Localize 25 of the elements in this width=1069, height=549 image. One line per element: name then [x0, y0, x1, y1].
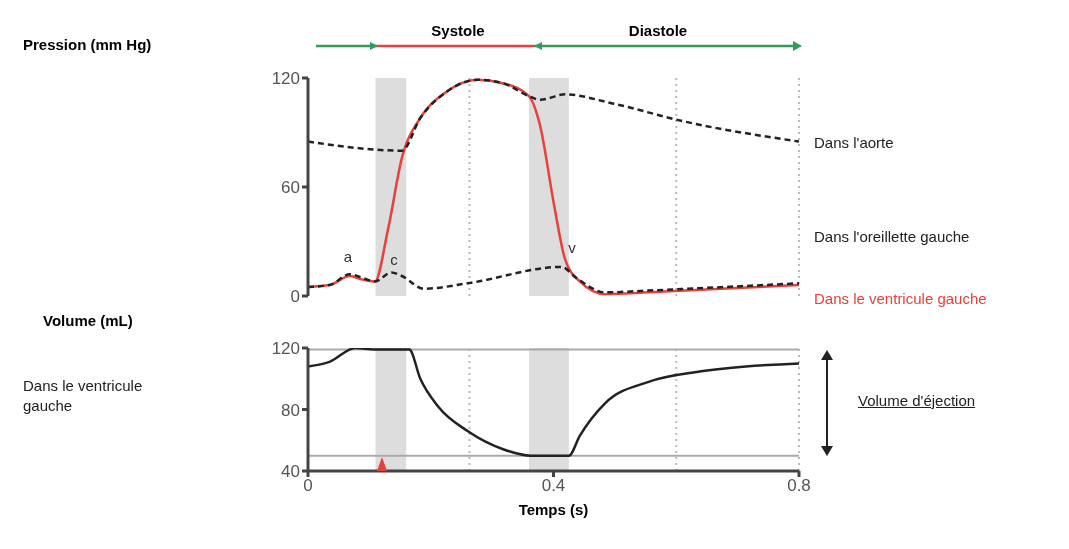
line-series [308, 265, 799, 294]
y-tick-label: 120 [271, 339, 300, 359]
x-axis-title: Temps (s) [517, 501, 590, 518]
y-tick-label: 40 [281, 462, 300, 482]
series-label: Dans le ventricule gauche [814, 289, 988, 309]
y-tick-label: 120 [271, 69, 300, 89]
series-label: Dans l'aorte [814, 132, 895, 153]
x-tick-label: 0 [303, 476, 313, 496]
line-series [308, 348, 799, 457]
text: Dans le ventricule gauche [23, 376, 144, 416]
x-tick-label: 0.4 [541, 476, 566, 496]
annotation: a [342, 247, 354, 265]
annotation: v [567, 238, 577, 256]
text: Systole [430, 22, 486, 39]
line-series [308, 78, 799, 152]
x-tick-label: 0.8 [787, 476, 811, 496]
text: Volume d'éjection [858, 391, 976, 409]
y-axis-title: Volume (mL) [43, 312, 133, 329]
y-tick-label: 80 [281, 400, 300, 420]
text: Dans l'oreillette gauche [814, 227, 971, 247]
text: Diastole [627, 22, 689, 39]
annotation: c [389, 251, 399, 269]
y-axis-title: Pression (mm Hg) [23, 36, 152, 53]
y-tick-label: 0 [290, 287, 300, 307]
y-tick-label: 60 [281, 178, 300, 198]
